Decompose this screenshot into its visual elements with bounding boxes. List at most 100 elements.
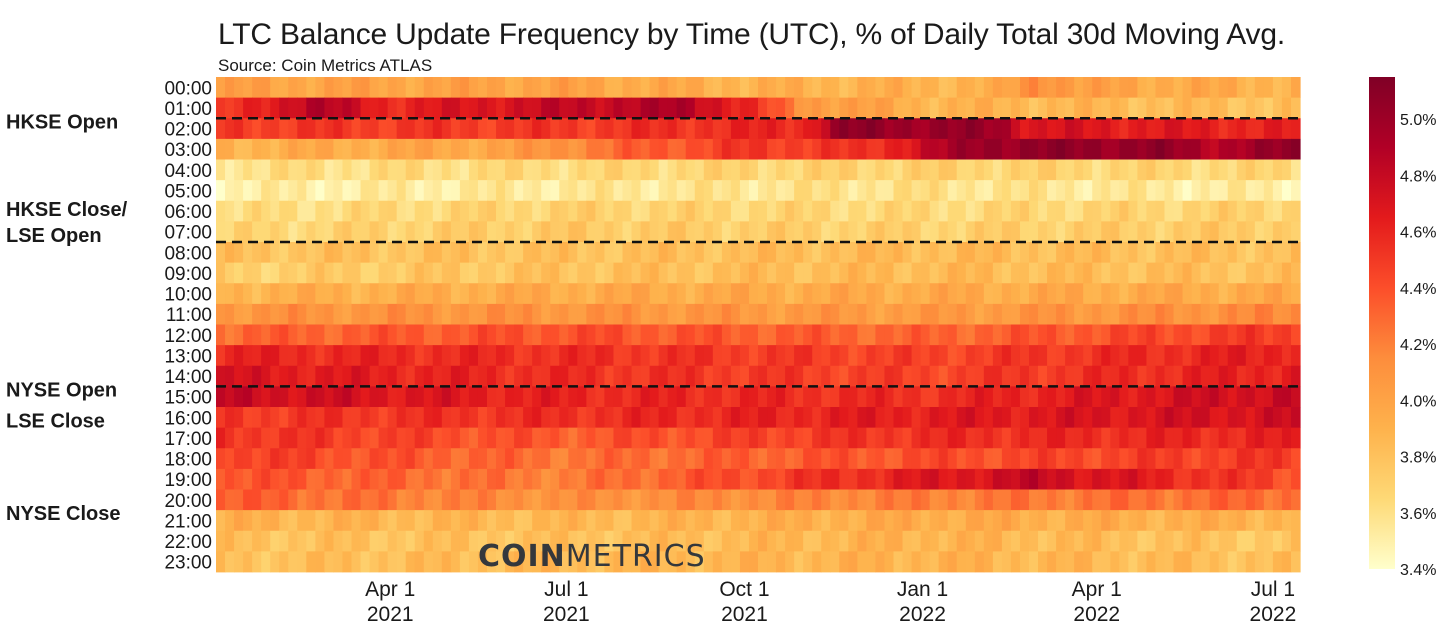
- hour-tick-label: 18:00: [164, 450, 212, 471]
- heatmap-cell: [712, 138, 723, 160]
- heatmap-cell: [622, 283, 633, 305]
- heatmap-cell: [432, 468, 443, 490]
- heatmap-cell: [1155, 242, 1166, 264]
- heatmap-cell: [532, 221, 542, 243]
- heatmap-cell: [613, 242, 624, 264]
- heatmap-cell: [776, 138, 786, 160]
- hour-tick-label: 12:00: [164, 326, 212, 347]
- heatmap-cell: [532, 242, 542, 264]
- heatmap-cell: [514, 489, 524, 511]
- heatmap-cell: [505, 386, 515, 408]
- heatmap-cell: [405, 407, 416, 429]
- heatmap-cell: [857, 510, 867, 532]
- heatmap-cell: [1010, 242, 1021, 264]
- heatmap-cell: [1047, 407, 1057, 429]
- heatmap-cell: [758, 200, 768, 222]
- heatmap-cell: [1146, 118, 1157, 140]
- heatmap-cell: [441, 324, 452, 346]
- heatmap-cell: [974, 262, 985, 284]
- heatmap-cell: [315, 242, 325, 264]
- heatmap-cell: [776, 221, 786, 243]
- heatmap-cell: [351, 551, 362, 573]
- heatmap-cell: [1209, 77, 1220, 99]
- heatmap-cell: [1137, 510, 1148, 532]
- heatmap-cell: [622, 138, 633, 160]
- heatmap-cell: [216, 242, 226, 264]
- heatmap-cell: [947, 530, 958, 552]
- heatmap-cell: [487, 242, 497, 264]
- heatmap-cell: [496, 97, 506, 119]
- heatmap-cell: [1019, 200, 1030, 222]
- heatmap-cell: [929, 530, 940, 552]
- heatmap-cell: [821, 530, 831, 552]
- heatmap-cell: [785, 551, 795, 573]
- heatmap-cell: [730, 180, 741, 202]
- heatmap-cell: [1227, 97, 1238, 119]
- heatmap-cell: [920, 448, 931, 470]
- heatmap-cell: [1263, 242, 1274, 264]
- heatmap-cell: [297, 221, 307, 243]
- heatmap-cell: [505, 283, 515, 305]
- heatmap-cell: [496, 510, 506, 532]
- heatmap-cell: [1254, 345, 1265, 367]
- heatmap-cell: [396, 427, 407, 449]
- heatmap-cell: [685, 180, 696, 202]
- heatmap-cell: [1038, 118, 1048, 140]
- heatmap-cell: [342, 159, 353, 181]
- heatmap-cell: [1173, 489, 1184, 511]
- heatmap-cell: [396, 77, 407, 99]
- heatmap-cell: [685, 365, 696, 387]
- heatmap-cell: [821, 324, 831, 346]
- heatmap-cell: [378, 510, 389, 532]
- heatmap-cell: [496, 365, 506, 387]
- heatmap-cell: [577, 283, 587, 305]
- heatmap-cell: [414, 262, 425, 284]
- heatmap-cell: [279, 448, 289, 470]
- heatmap-cell: [559, 365, 569, 387]
- heatmap-cell: [1110, 530, 1120, 552]
- heatmap-cell: [559, 77, 569, 99]
- heatmap-cell: [315, 468, 325, 490]
- heatmap-cell: [1010, 427, 1021, 449]
- heatmap-cell: [1083, 407, 1093, 429]
- heatmap-cell: [758, 180, 768, 202]
- heatmap-cell: [667, 221, 678, 243]
- heatmap-cell: [667, 407, 678, 429]
- heatmap-cell: [441, 283, 452, 305]
- heatmap-cell: [1083, 365, 1093, 387]
- heatmap-cell: [1245, 468, 1256, 490]
- heatmap-cell: [441, 180, 452, 202]
- heatmap-cell: [459, 242, 470, 264]
- heatmap-cell: [1272, 77, 1283, 99]
- heatmap-cell: [676, 303, 687, 325]
- heatmap-cell: [640, 386, 651, 408]
- heatmap-cell: [631, 489, 642, 511]
- heatmap-cell: [992, 407, 1003, 429]
- heatmap-cell: [685, 510, 696, 532]
- heatmap-cell: [1128, 77, 1138, 99]
- heatmap-cell: [821, 551, 831, 573]
- heatmap-cell: [396, 303, 407, 325]
- heatmap-cell: [1236, 468, 1247, 490]
- heatmap-cell: [568, 221, 578, 243]
- heatmap-cell: [270, 468, 280, 490]
- heatmap-cell: [225, 159, 235, 181]
- heatmap-cell: [423, 97, 434, 119]
- heatmap-cell: [1101, 138, 1111, 160]
- heatmap-cell: [423, 283, 434, 305]
- heatmap-cell: [595, 407, 606, 429]
- heatmap-cell: [947, 551, 958, 573]
- heatmap-cell: [1200, 303, 1211, 325]
- heatmap-cell: [1254, 200, 1265, 222]
- heatmap-cell: [1236, 530, 1247, 552]
- heatmap-cell: [216, 427, 226, 449]
- heatmap-cell: [1137, 159, 1148, 181]
- heatmap-cell: [432, 97, 443, 119]
- heatmap-cell: [956, 551, 967, 573]
- heatmap-cell: [459, 510, 470, 532]
- heatmap-cell: [487, 365, 497, 387]
- heatmap-cell: [1074, 324, 1084, 346]
- heatmap-cell: [450, 510, 461, 532]
- heatmap-cell: [857, 427, 867, 449]
- heatmap-cell: [685, 221, 696, 243]
